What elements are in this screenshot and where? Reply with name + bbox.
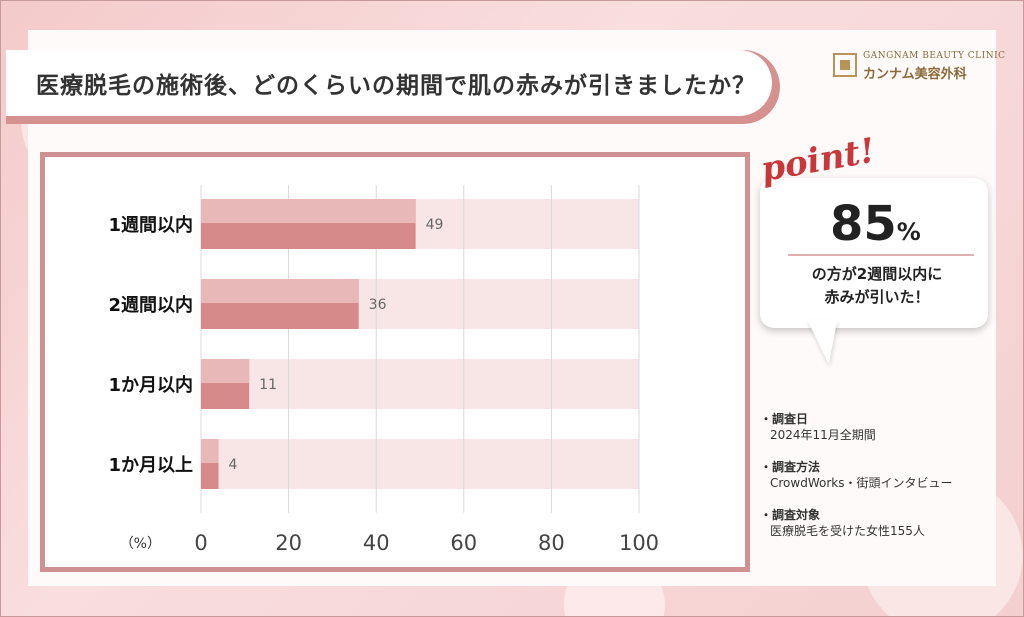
- point-line-1: の方が2週間以内に: [811, 265, 943, 283]
- note-subject-head: ・調査対象: [760, 508, 821, 522]
- category-label: 2週間以内: [108, 294, 193, 316]
- title-bar: 医療脱毛の施術後、どのくらいの期間で肌の赤みが引きましたか？: [6, 50, 780, 124]
- bar-chart: 49 1週間以内 36 2週間以内 11 1か月以内 4 1か月以上 0 20 40 60 80 100 （…: [108, 185, 659, 555]
- category-label: 1か月以上: [108, 455, 193, 476]
- bubble-divider: [788, 254, 974, 256]
- clinic-logo: GANGNAM BEAUTY CLINIC カンナム美容外科: [833, 49, 1005, 85]
- x-tick-label: 80: [538, 531, 565, 555]
- point-unit: %: [896, 218, 921, 246]
- logo-english: GANGNAM BEAUTY CLINIC: [863, 51, 1006, 61]
- x-axis-label: （%）: [120, 536, 161, 552]
- note-method-body: CrowdWorks・街頭インタビュー: [770, 476, 953, 490]
- note-method: ・調査方法 CrowdWorks・街頭インタビュー: [760, 458, 1000, 492]
- bar-value-label: 11: [259, 377, 277, 393]
- bar-value-label: 36: [369, 297, 387, 313]
- bar-track: [201, 359, 639, 409]
- bar-value-label: 49: [426, 217, 444, 233]
- bar-highlight: [201, 359, 250, 383]
- note-date-head: ・調査日: [760, 412, 809, 426]
- bar-highlight: [201, 199, 416, 223]
- category-label: 1か月以内: [108, 374, 193, 396]
- point-stat: 85%: [830, 196, 921, 252]
- survey-notes: ・調査日 2024年11月全期間 ・調査方法 CrowdWorks・街頭インタビ…: [760, 410, 1000, 554]
- point-value: 85: [830, 196, 897, 252]
- point-bubble: [760, 178, 988, 328]
- note-subject-body: 医療脱毛を受けた女性155人: [770, 524, 925, 538]
- x-tick-label: 60: [450, 531, 477, 555]
- note-date-body: 2024年11月全期間: [770, 428, 876, 442]
- note-subject: ・調査対象 医療脱毛を受けた女性155人: [760, 506, 1000, 540]
- point-line-2: 赤みが引いた！: [824, 288, 930, 306]
- page-title: 医療脱毛の施術後、どのくらいの期間で肌の赤みが引きましたか？: [36, 73, 756, 99]
- logo-mark-icon: [833, 53, 857, 77]
- x-tick-label: 40: [363, 531, 390, 555]
- bar-highlight: [201, 439, 219, 463]
- logo-japanese: カンナム美容外科: [863, 67, 967, 82]
- title-container: 医療脱毛の施術後、どのくらいの期間で肌の赤みが引きましたか？: [6, 50, 772, 116]
- note-method-head: ・調査方法: [760, 460, 821, 474]
- bar-highlight: [201, 279, 359, 303]
- note-date: ・調査日 2024年11月全期間: [760, 410, 1000, 444]
- x-tick-label: 100: [619, 531, 659, 555]
- bar-track: [201, 439, 639, 489]
- point-text: の方が2週間以内に 赤みが引いた！: [770, 263, 984, 309]
- x-tick-label: 0: [194, 531, 207, 555]
- category-label: 1週間以内: [108, 214, 193, 236]
- bar-value-label: 4: [229, 457, 238, 473]
- x-tick-label: 20: [275, 531, 302, 555]
